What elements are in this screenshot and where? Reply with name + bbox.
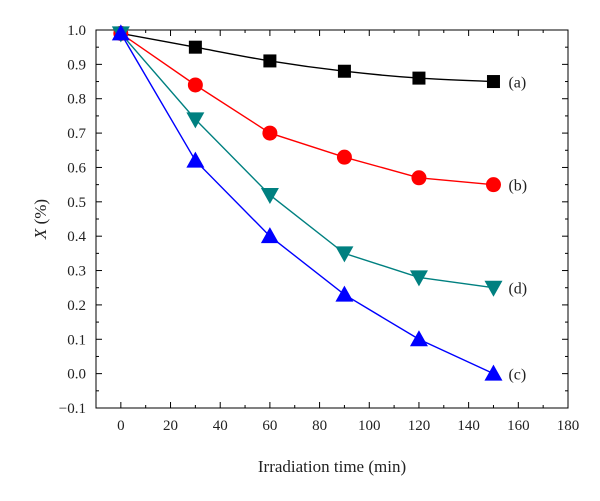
data-point-circle: [262, 125, 278, 141]
y-tick-label: 1.0: [67, 23, 86, 39]
y-tick-label: 0.2: [67, 298, 86, 314]
data-point-triangle-up: [186, 151, 205, 168]
y-tick-label: 0.5: [67, 195, 86, 211]
x-tick-label: 60: [262, 418, 277, 434]
y-tick-label: 0.1: [67, 332, 86, 348]
data-point-square: [263, 54, 277, 68]
series-label: (d): [508, 281, 527, 298]
y-tick-label: 0.3: [67, 264, 86, 280]
series-labels: (a) (b) (d) (c): [508, 75, 527, 384]
y-axis-title-unit: (%): [31, 199, 50, 229]
series-line: [120, 32, 494, 83]
y-axis-title: X (%): [31, 199, 50, 240]
series-label: (b): [508, 178, 527, 195]
x-tick-label: 160: [507, 418, 530, 434]
data-point-circle: [485, 177, 501, 193]
data-point-square: [412, 71, 426, 85]
data-point-triangle-down: [484, 280, 503, 297]
x-axis-title: Irradiation time (min): [258, 457, 406, 476]
data-point-triangle-up: [111, 24, 130, 41]
x-tick-label: 180: [557, 418, 580, 434]
data-point-square: [188, 40, 202, 54]
y-tick-label: 0.8: [67, 92, 86, 108]
data-point-triangle-up: [260, 227, 279, 244]
data-point-circle: [336, 149, 352, 165]
y-tick-label: 0.0: [67, 367, 86, 383]
y-tick-label: 0.6: [67, 160, 86, 176]
data-point-triangle-down: [335, 246, 354, 263]
y-tick-label: −0.1: [59, 401, 86, 417]
x-tick-label: 140: [457, 418, 480, 434]
x-tick-label: 40: [213, 418, 228, 434]
data-point-square: [486, 75, 500, 89]
data-point-triangle-up: [335, 285, 354, 302]
series-lines: [120, 32, 494, 375]
series-label: (a): [508, 75, 526, 92]
data-point-triangle-down: [260, 187, 279, 204]
series-line: [120, 33, 494, 375]
series-line: [120, 32, 494, 289]
y-axis-title-symbol: X: [31, 228, 50, 240]
data-point-triangle-up: [409, 330, 428, 347]
data-point-circle: [187, 77, 203, 93]
x-tick-label: 100: [358, 418, 381, 434]
x-tick-label: 20: [163, 418, 178, 434]
series-line: [120, 32, 494, 186]
data-point-triangle-up: [484, 364, 503, 381]
x-tick-label: 0: [117, 418, 125, 434]
y-tick-label: 0.9: [67, 57, 86, 73]
data-point-circle: [411, 170, 427, 186]
x-tick-label: 80: [312, 418, 327, 434]
y-tick-label: 0.4: [67, 229, 86, 245]
data-point-triangle-down: [409, 270, 428, 287]
x-tick-label: 120: [408, 418, 431, 434]
series-label: (c): [508, 367, 526, 384]
y-tick-label: 0.7: [67, 126, 86, 142]
series-markers: [111, 24, 503, 381]
data-point-square: [337, 64, 351, 78]
data-point-triangle-down: [186, 112, 205, 129]
axis-ticks: 0 20 40 60 80 100 120 140 160 180 −0.1 0.0 0.1 0.2 0.3…: [59, 23, 579, 434]
